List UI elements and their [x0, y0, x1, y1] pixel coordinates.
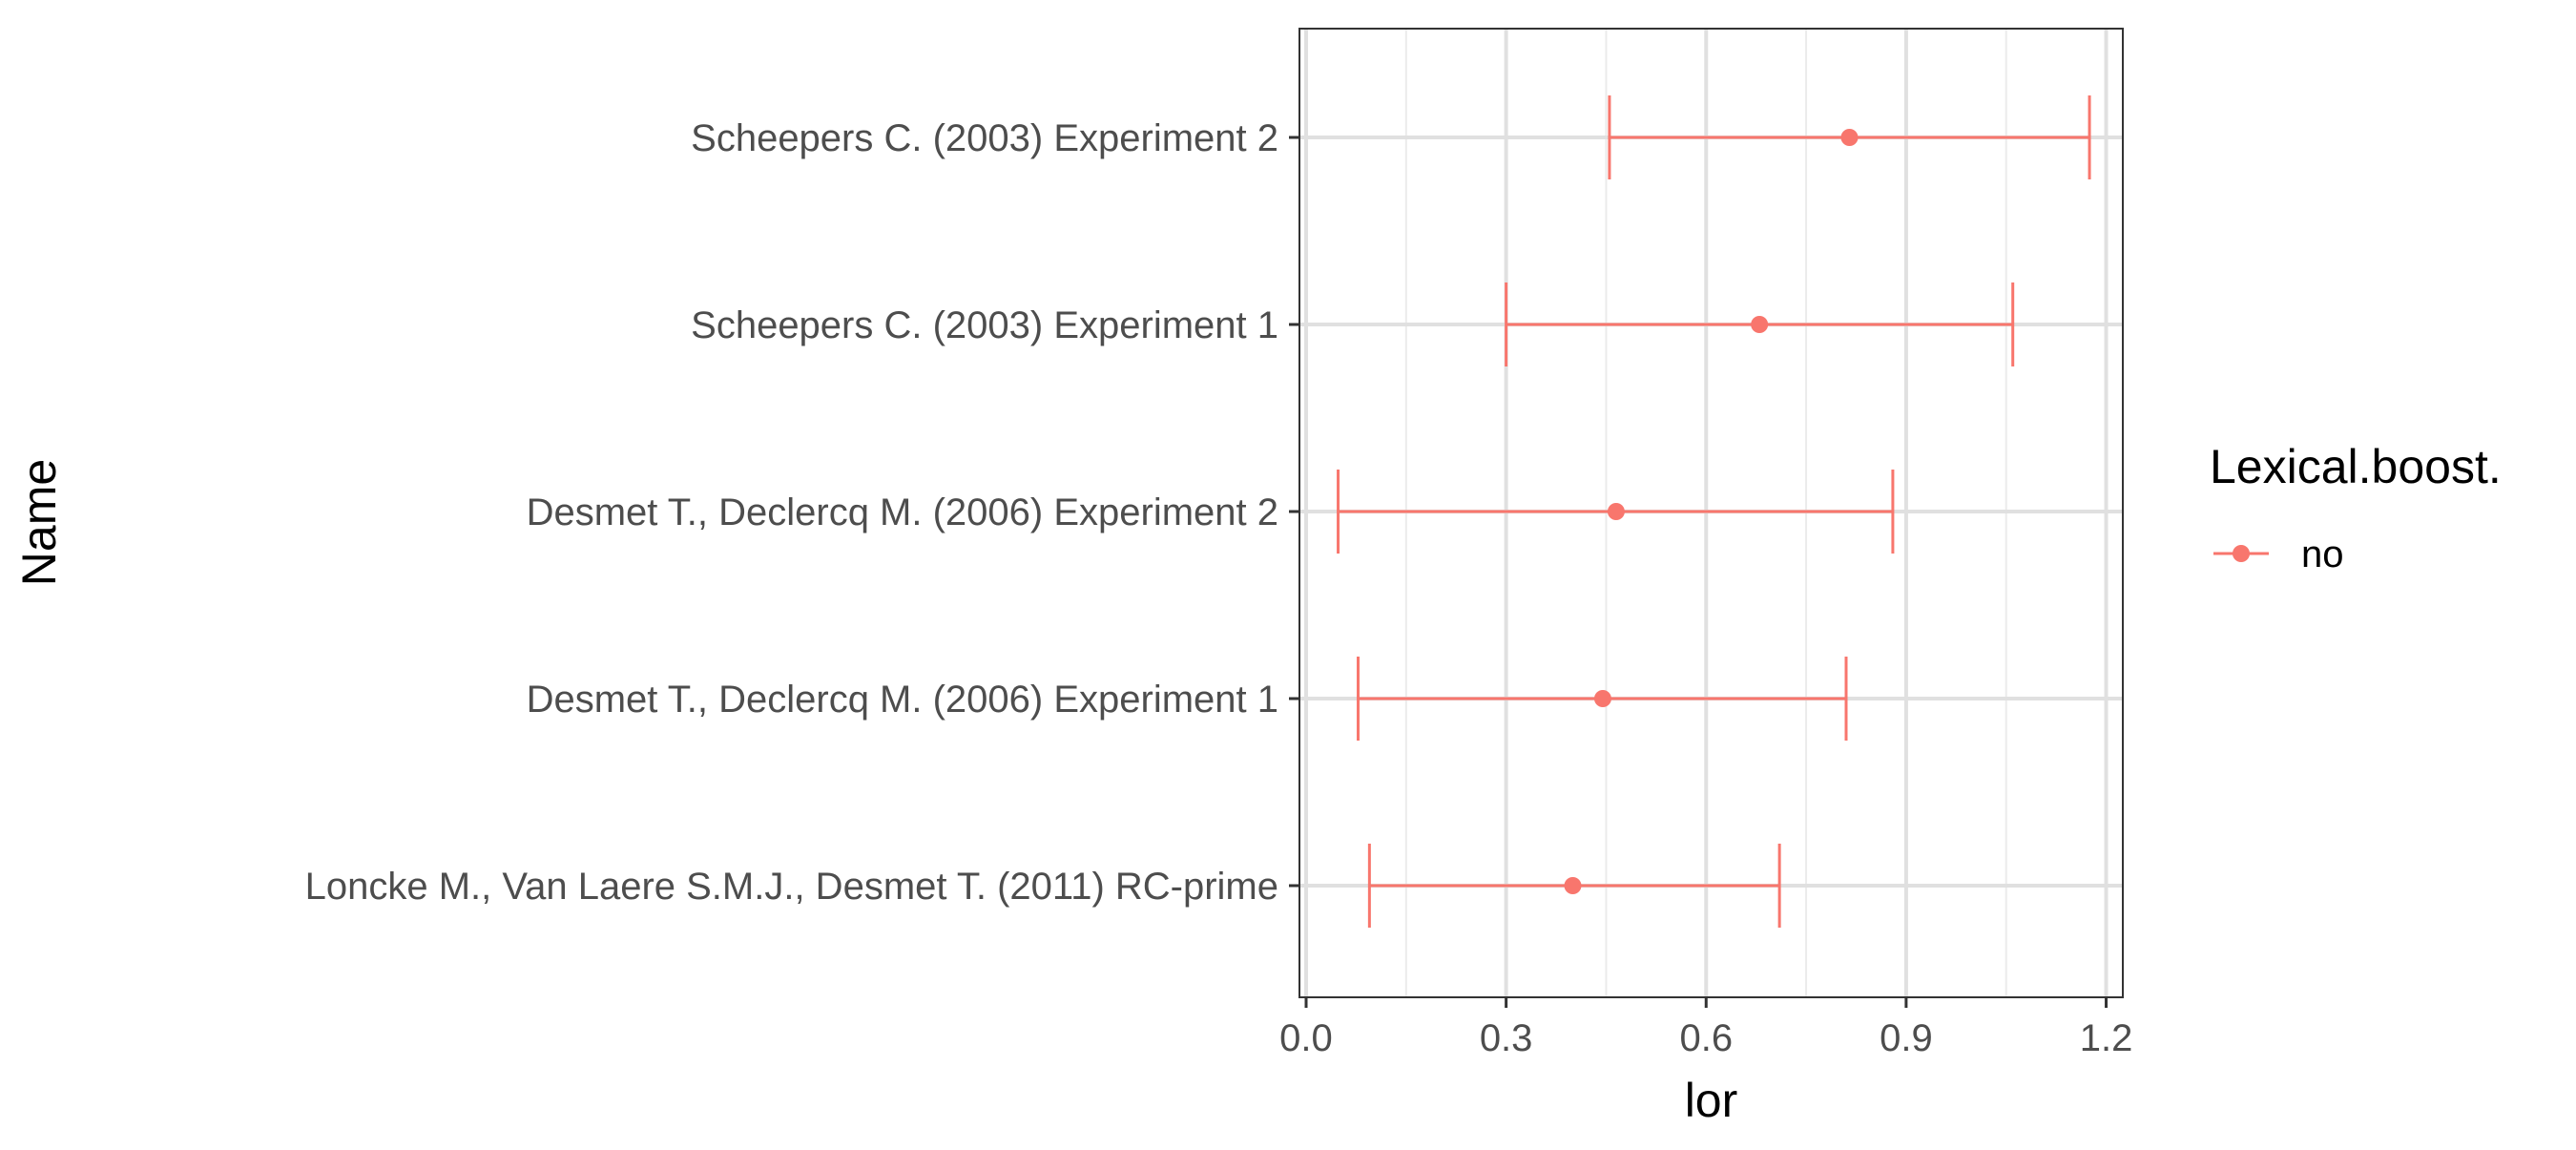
- estimate-point: [1564, 877, 1582, 894]
- axes: 0.0 0.3 0.6 0.9 1.2 Loncke M., Van Laere S.M.…: [305, 117, 2133, 1059]
- y-tick-label: Loncke M., Van Laere S.M.J., Desmet T. (…: [305, 866, 1278, 908]
- legend-key-point: [2233, 545, 2250, 562]
- x-axis-title: lor: [1685, 1074, 1738, 1127]
- x-tick-label: 0.3: [1480, 1017, 1533, 1059]
- estimate-point: [1607, 503, 1625, 520]
- y-axis-title: Name: [12, 459, 66, 586]
- x-tick-label: 0.6: [1679, 1017, 1733, 1059]
- y-tick-label: Scheepers C. (2003) Experiment 1: [691, 304, 1278, 346]
- legend: Lexical.boost. no: [2210, 440, 2502, 575]
- x-tick-label: 0.9: [1880, 1017, 1933, 1059]
- y-tick-label: Desmet T., Declercq M. (2006) Experiment…: [527, 679, 1278, 721]
- x-tick-label: 0.0: [1279, 1017, 1333, 1059]
- y-tick-label: Scheepers C. (2003) Experiment 2: [691, 117, 1278, 159]
- data-layer: [1337, 95, 2091, 928]
- estimate-point: [1840, 129, 1859, 146]
- estimate-point: [1593, 690, 1611, 707]
- y-tick-label: Desmet T., Declercq M. (2006) Experiment…: [527, 491, 1278, 533]
- legend-title: Lexical.boost.: [2210, 440, 2502, 493]
- estimate-point: [1751, 316, 1769, 333]
- legend-label: no: [2301, 533, 2344, 575]
- x-tick-label: 1.2: [2080, 1017, 2133, 1059]
